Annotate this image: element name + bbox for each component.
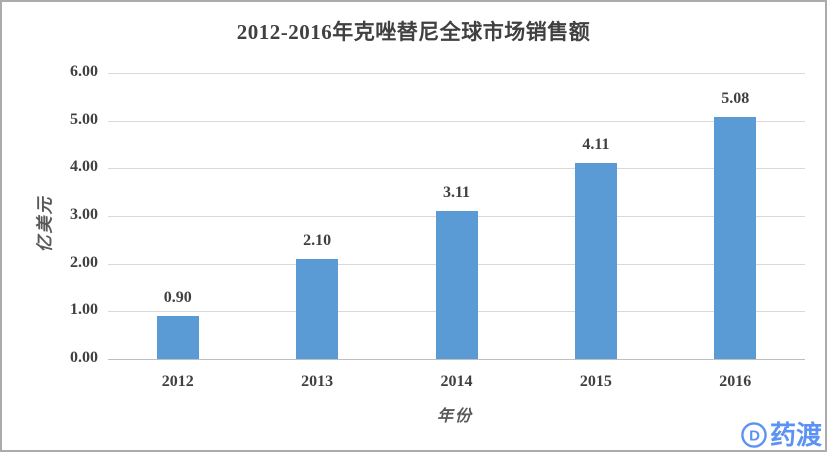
y-tick-label: 3.00 <box>70 206 98 223</box>
svg-text:D: D <box>749 428 760 445</box>
x-tick-label: 2014 <box>440 373 473 390</box>
bar-value-label: 5.08 <box>721 89 750 107</box>
gridline <box>108 73 805 74</box>
pharmacodia-circle-d-icon: D <box>741 422 767 448</box>
y-tick-label: 6.00 <box>70 63 98 80</box>
bar-2012 <box>156 316 199 359</box>
bar-value-label: 3.11 <box>442 183 471 201</box>
x-tick-label: 2016 <box>719 373 752 390</box>
y-tick-label: 5.00 <box>70 110 98 128</box>
x-tick-label: 2012 <box>161 373 194 390</box>
bar-2015 <box>574 163 617 359</box>
bar-2014 <box>435 210 478 359</box>
x-tick-label: 2015 <box>579 373 612 390</box>
x-tick-label: 2013 <box>301 373 334 390</box>
y-tick-label: 2.00 <box>70 253 98 271</box>
bar-2016 <box>714 116 757 359</box>
bar-value-label: 2.10 <box>303 231 332 249</box>
watermark-logo: D 药渡 <box>740 421 822 449</box>
gridline <box>108 120 805 122</box>
bar-value-label: 0.90 <box>163 289 192 307</box>
x-axis-line <box>108 359 805 360</box>
watermark-text: 药渡 <box>769 420 822 450</box>
y-tick-label: 4.00 <box>70 158 98 176</box>
plot-area <box>108 73 805 360</box>
y-axis-title: 亿美元 <box>35 195 55 253</box>
bar-2013 <box>296 258 339 359</box>
gridline <box>108 168 805 170</box>
bar-value-label: 4.11 <box>582 136 610 154</box>
y-tick-label: 1.00 <box>70 301 98 319</box>
x-axis-title: 年份 <box>436 408 473 425</box>
y-tick-label: 0.00 <box>70 349 98 366</box>
chart-title: 2012-2016年克唑替尼全球市场销售额 <box>236 20 591 44</box>
